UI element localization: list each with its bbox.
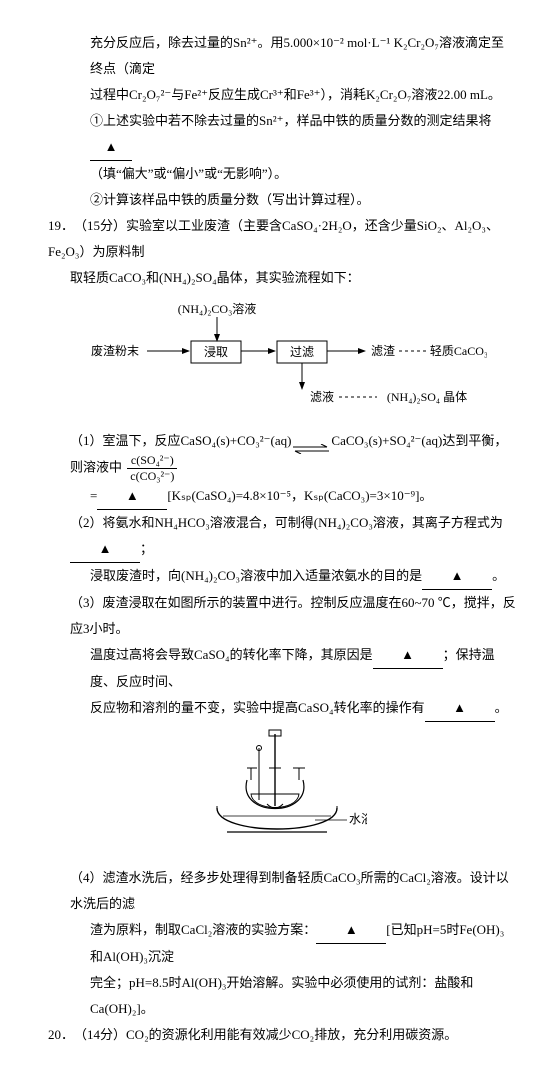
blank-3: ▲	[70, 536, 140, 563]
q19-3c: 反应物和溶剂的量不变，实验中提高CaSO₄转化率的操作有▲。	[90, 695, 516, 722]
q19-4c: 完全；pH=8.5时Al(OH)₃开始溶解。实验中必须使用的试剂：盐酸和Ca(O…	[90, 970, 516, 1022]
blank-2: ▲	[97, 483, 167, 510]
blank-5: ▲	[373, 642, 443, 669]
q19-intro2: 取轻质CaCO₃和(NH₄)₂SO₄晶体，其实验流程如下：	[70, 265, 516, 291]
q19-4-textb: 渣为原料，制取CaCl₂溶液的实验方案：	[90, 922, 316, 937]
q19-intro1: （15分）实验室以工业废渣（主要含CaSO₄·2H₂O，还含少量SiO₂、Al₂…	[48, 218, 499, 259]
q19-2a: （2）将氨水和NH₄HCO₃溶液混合，可制得(NH₄)₂CO₃溶液，其离子方程式…	[70, 510, 516, 563]
pre-circle1-text: ①上述实验中若不除去过量的Sn²⁺，样品中铁的质量分数的测定结果将	[90, 113, 492, 128]
q19-2a-end: ；	[140, 541, 153, 556]
q19-3b: 温度过高将会导致CaSO₄的转化率下降，其原因是▲；保持温度、反应时间、	[90, 642, 516, 695]
svg-text:(NH₄)₂SO₄ 晶体: (NH₄)₂SO₄ 晶体	[387, 390, 467, 404]
blank-4: ▲	[422, 563, 492, 590]
q19-3c-end: 。	[495, 700, 508, 715]
equilibrium-arrow-icon	[291, 437, 331, 447]
svg-text:过滤: 过滤	[290, 345, 314, 359]
pre-line-a: 充分反应后，除去过量的Sn²⁺。用5.000×10⁻² mol·L⁻¹ K₂Cr…	[90, 30, 516, 82]
svg-text:浸取: 浸取	[204, 345, 228, 359]
q19-4b: 渣为原料，制取CaCl₂溶液的实验方案：▲[已知pH=5时Fe(OH)₃和Al(…	[90, 917, 516, 970]
q19-2b: 浸取废渣时，向(NH₄)₂CO₃溶液中加入适量浓氨水的目的是▲。	[90, 563, 516, 590]
q19-3a: （3）废渣浸取在如图所示的装置中进行。控制反应温度在60~70 ℃，搅拌，反应3…	[70, 590, 516, 642]
frac-num: c(SO₄²⁻)	[127, 454, 177, 469]
svg-text:滤液: 滤液	[310, 389, 334, 404]
svg-text:(NH₄)₂CO₃溶液: (NH₄)₂CO₃溶液	[178, 301, 257, 316]
pre-circle2: ②计算该样品中铁的质量分数（写出计算过程）。	[90, 187, 516, 213]
q19-1-pre: （1）室温下，反应CaSO₄(s)+CO₃²⁻(aq)	[70, 433, 291, 448]
q20-num: 20．	[48, 1022, 74, 1048]
q19-2-texta: （2）将氨水和NH₄HCO₃溶液混合，可制得(NH₄)₂CO₃溶液，其离子方程式…	[70, 515, 503, 530]
svg-text:水浴: 水浴	[349, 812, 367, 826]
eq-sign: =	[90, 488, 97, 503]
q19-1-note: [Kₛₚ(CaSO₄)=4.8×10⁻⁵，Kₛₚ(CaCO₃)=3×10⁻⁹]。	[167, 488, 432, 503]
blank-6: ▲	[425, 695, 495, 722]
pre-line-b: 过程中Cr₂O₇²⁻与Fe²⁺反应生成Cr³⁺和Fe³⁺），消耗K₂Cr₂O₇溶…	[90, 82, 516, 108]
q19-3-textc: 反应物和溶剂的量不变，实验中提高CaSO₄转化率的操作有	[90, 700, 425, 715]
q20-text: （14分）CO₂的资源化利用能有效减少CO₂排放，充分利用碳资源。	[74, 1027, 457, 1042]
q19-4a: （4）滤渣水洗后，经多步处理得到制备轻质CaCO₃所需的CaCl₂溶液。设计以水…	[70, 865, 516, 917]
frac-den: c(CO₃²⁻)	[127, 469, 177, 483]
q19-1b: =▲[Kₛₚ(CaSO₄)=4.8×10⁻⁵，Kₛₚ(CaCO₃)=3×10⁻⁹…	[90, 483, 516, 510]
fraction: c(SO₄²⁻) c(CO₃²⁻)	[127, 454, 177, 483]
svg-text:滤渣: 滤渣	[371, 344, 395, 358]
q19-2-textb: 浸取废渣时，向(NH₄)₂CO₃溶液中加入适量浓氨水的目的是	[90, 568, 422, 583]
q19-3-textb: 温度过高将会导致CaSO₄的转化率下降，其原因是	[90, 647, 373, 662]
q19-num: 19．	[48, 213, 74, 239]
flow-chart: (NH₄)₂CO₃溶液 废渣粉末 浸取 过滤 滤渣 轻质CaCO₃ 滤液 (NH…	[38, 299, 516, 418]
svg-text:废渣粉末: 废渣粉末	[91, 343, 139, 358]
pre-circle1b: （填“偏大”或“偏小”或“无影响”）。	[90, 161, 516, 187]
blank-1: ▲	[90, 134, 132, 161]
q19-head: 19．（15分）实验室以工业废渣（主要含CaSO₄·2H₂O，还含少量SiO₂、…	[48, 213, 516, 265]
q19-2b-end: 。	[492, 568, 505, 583]
pre-circle1: ①上述实验中若不除去过量的Sn²⁺，样品中铁的质量分数的测定结果将 ▲	[90, 108, 516, 161]
apparatus-figure: 水浴	[38, 728, 516, 857]
blank-7: ▲	[316, 917, 386, 944]
q20-head: 20．（14分）CO₂的资源化利用能有效减少CO₂排放，充分利用碳资源。	[48, 1022, 516, 1048]
q19-1a: （1）室温下，反应CaSO₄(s)+CO₃²⁻(aq)CaCO₃(s)+SO₄²…	[70, 428, 516, 483]
svg-text:轻质CaCO₃: 轻质CaCO₃	[430, 344, 487, 358]
